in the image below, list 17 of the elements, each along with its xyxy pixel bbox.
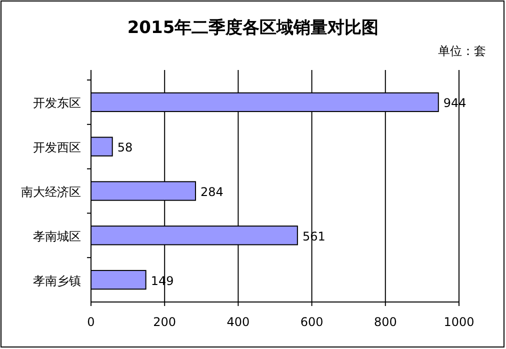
y-tick-label: 南大经济区 bbox=[21, 185, 81, 199]
x-tick-label: 400 bbox=[226, 315, 250, 329]
y-tick-label: 孝南城区 bbox=[33, 229, 81, 244]
y-tick-label: 孝南乡镇 bbox=[33, 274, 81, 288]
x-tick-label: 600 bbox=[300, 315, 324, 329]
text: 单位：套 bbox=[438, 44, 486, 58]
data-label: 284 bbox=[200, 185, 224, 199]
x-tick-label: 0 bbox=[87, 315, 95, 329]
x-tick-label: 800 bbox=[374, 315, 397, 329]
x-tick-label: 200 bbox=[153, 315, 176, 329]
chart-title: 2015年二季度各区域销量对比图 bbox=[127, 18, 379, 38]
data-label: 58 bbox=[117, 140, 133, 155]
x-tick-label: 1000 bbox=[444, 315, 474, 329]
bar bbox=[90, 136, 113, 156]
bar bbox=[90, 270, 146, 290]
y-tick-label: 开发西区 bbox=[33, 140, 81, 155]
y-tick-label: 开发东区 bbox=[33, 96, 81, 110]
